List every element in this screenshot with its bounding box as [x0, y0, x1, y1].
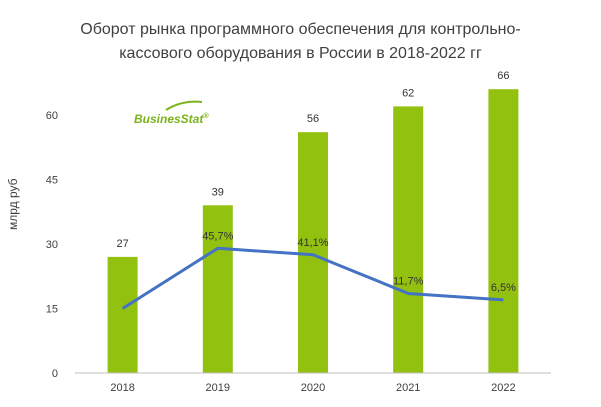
growth-line: [121, 246, 504, 310]
bar-value-label: 39: [212, 186, 224, 198]
chart-title-line-1: Оборот рынка программного обеспечения дл…: [80, 21, 521, 38]
bar: [488, 89, 519, 373]
logo-text: BusinesStat: [134, 112, 204, 126]
bar: [202, 205, 233, 373]
bar-value-label: 56: [307, 113, 319, 125]
x-tick-label: 2022: [491, 382, 515, 394]
x-tick-label: 2020: [301, 382, 325, 394]
y-tick-label: 60: [46, 110, 58, 122]
y-tick-label: 15: [46, 304, 58, 316]
businesstat-logo: BusinesStat®: [134, 100, 209, 126]
bar-value-label: 62: [402, 87, 414, 99]
chart-title: Оборот рынка программного обеспечения дл…: [0, 18, 601, 66]
y-tick-label: 0: [52, 368, 58, 380]
x-tick-label: 2019: [206, 382, 230, 394]
x-tick-label: 2018: [110, 382, 134, 394]
growth-label: 11,7%: [393, 275, 424, 287]
bar: [107, 256, 138, 373]
bar-value-label: 27: [116, 238, 128, 250]
logo-swoosh-icon: [165, 100, 203, 111]
bar-value-label: 66: [497, 70, 509, 82]
y-tick-label: 30: [46, 239, 58, 251]
y-tick-label: 45: [46, 175, 58, 187]
growth-label: 41,1%: [297, 237, 328, 249]
growth-label: 45,7%: [202, 230, 233, 242]
growth-label: 6,5%: [491, 282, 516, 294]
chart-title-line-2: кассового оборудования в России в 2018-2…: [119, 45, 482, 62]
logo-registered-mark: ®: [203, 113, 209, 120]
bar: [393, 106, 424, 374]
x-tick-label: 2021: [396, 382, 420, 394]
